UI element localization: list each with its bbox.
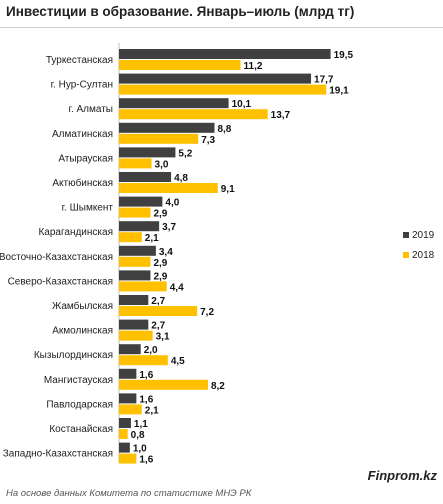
source-note: На основе данных Комитета по статистике …	[6, 488, 252, 499]
data-label-2018: 4,5	[171, 356, 185, 367]
bar-2018	[119, 379, 208, 390]
legend-label-2018: 2018	[412, 250, 435, 261]
bars-layer: Туркестанская 19,5 11,2 г. Нур-Султан 17,719…	[0, 43, 353, 466]
bar-2018	[119, 183, 218, 193]
category-label: Акмолинская	[52, 326, 113, 337]
bar-2019	[119, 295, 149, 305]
bar-2018	[119, 330, 153, 341]
data-label-2019: 5,2	[178, 148, 192, 159]
bar-2019	[119, 393, 137, 404]
bar-2019	[119, 344, 141, 355]
category-label: Восточно-Казахстанская	[0, 252, 113, 263]
bar-2018	[119, 109, 268, 120]
data-label-2018: 9,1	[221, 184, 235, 195]
bar-2018	[119, 84, 327, 95]
category-label: Северо-Казахстанская	[8, 276, 113, 287]
category-label: г. Алматы	[69, 104, 113, 115]
bar-2018	[119, 133, 199, 144]
data-label-2018: 2,9	[153, 209, 167, 220]
category-label: г. Шымкент	[62, 203, 114, 214]
category-label: Атырауская	[58, 153, 113, 164]
data-label-2019: 3,7	[162, 222, 176, 233]
bar-2018	[119, 429, 128, 439]
data-label-2018: 3,1	[156, 332, 170, 343]
bar-2018	[119, 158, 152, 169]
data-label-2018: 11,2	[244, 61, 263, 72]
bar-2019	[119, 122, 215, 133]
data-label-2018: 7,3	[201, 135, 215, 146]
category-label: Карагандинская	[38, 227, 113, 238]
data-label-2019: 2,7	[151, 321, 165, 332]
bar-2019	[119, 418, 131, 428]
category-label: Павлодарская	[46, 399, 113, 410]
data-label-2019: 10,1	[232, 99, 252, 110]
data-label-2019: 19,5	[334, 50, 354, 61]
bar-2019	[119, 221, 160, 232]
data-label-2019: 17,7	[314, 75, 334, 86]
bar-2018	[119, 281, 167, 292]
data-label-2019: 8,8	[217, 124, 231, 135]
data-label-2018: 2,1	[145, 405, 159, 416]
bar-2018	[119, 453, 137, 464]
legend-label-2019: 2019	[412, 230, 435, 241]
bar-2019	[119, 270, 151, 281]
data-label-2018: 3,0	[155, 159, 169, 170]
category-label: Алматинская	[52, 129, 113, 140]
data-label-2019: 4,0	[165, 198, 179, 209]
bar-2019	[119, 172, 172, 182]
bar-2018	[119, 207, 151, 218]
category-label: Мангистауская	[44, 375, 113, 386]
category-label: Западно-Казахстанская	[3, 449, 113, 460]
bar-2019	[119, 368, 137, 379]
data-label-2019: 2,7	[151, 296, 165, 307]
data-label-2018: 2,1	[145, 233, 159, 244]
bar-2019	[119, 196, 163, 207]
data-label-2019: 1,0	[133, 444, 147, 455]
bar-2018	[119, 404, 142, 415]
data-label-2019: 2,9	[153, 271, 167, 282]
bar-2019	[119, 49, 331, 59]
data-label-2018: 0,8	[131, 430, 145, 441]
chart-title: Инвестиции в образование. Январь–июль (м…	[6, 4, 355, 19]
bar-2019	[119, 442, 130, 453]
data-label-2018: 4,4	[170, 282, 184, 293]
bar-2018	[119, 232, 142, 243]
data-label-2018: 8,2	[211, 381, 225, 392]
category-label: Кызылординская	[34, 350, 113, 361]
data-label-2018: 7,2	[200, 307, 214, 318]
data-label-2018: 19,1	[329, 86, 349, 97]
data-label-2018: 13,7	[271, 110, 291, 121]
bar-2019	[119, 98, 229, 109]
bar-2018	[119, 256, 151, 267]
legend: 2019 2018	[403, 230, 435, 261]
category-label: Жамбылская	[52, 300, 113, 312]
data-label-2019: 2,0	[144, 345, 158, 356]
bar-2018	[119, 355, 168, 366]
category-label: Актюбинская	[52, 177, 113, 189]
data-label-2019: 4,8	[174, 173, 188, 184]
data-label-2018: 1,6	[139, 455, 153, 466]
bar-2018	[119, 60, 241, 70]
legend-swatch-2018	[403, 252, 409, 258]
category-label: г. Нур-Султан	[51, 80, 113, 91]
legend-swatch-2019	[403, 232, 409, 238]
bar-2018	[119, 306, 198, 316]
bar-2019	[119, 319, 149, 330]
data-label-2019: 3,4	[159, 247, 173, 258]
data-label-2019: 1,6	[139, 394, 153, 405]
bar-2019	[119, 245, 156, 256]
data-label-2019: 1,1	[134, 419, 148, 430]
bar-2019	[119, 73, 312, 84]
data-label-2019: 1,6	[139, 370, 153, 381]
category-label: Туркестанская	[46, 55, 113, 66]
brand-logo-text: Finprom.kz	[367, 468, 437, 483]
category-label: Костанайская	[49, 424, 113, 435]
bar-2019	[119, 147, 176, 158]
title-divider	[0, 27, 443, 28]
data-label-2018: 2,9	[153, 258, 167, 269]
